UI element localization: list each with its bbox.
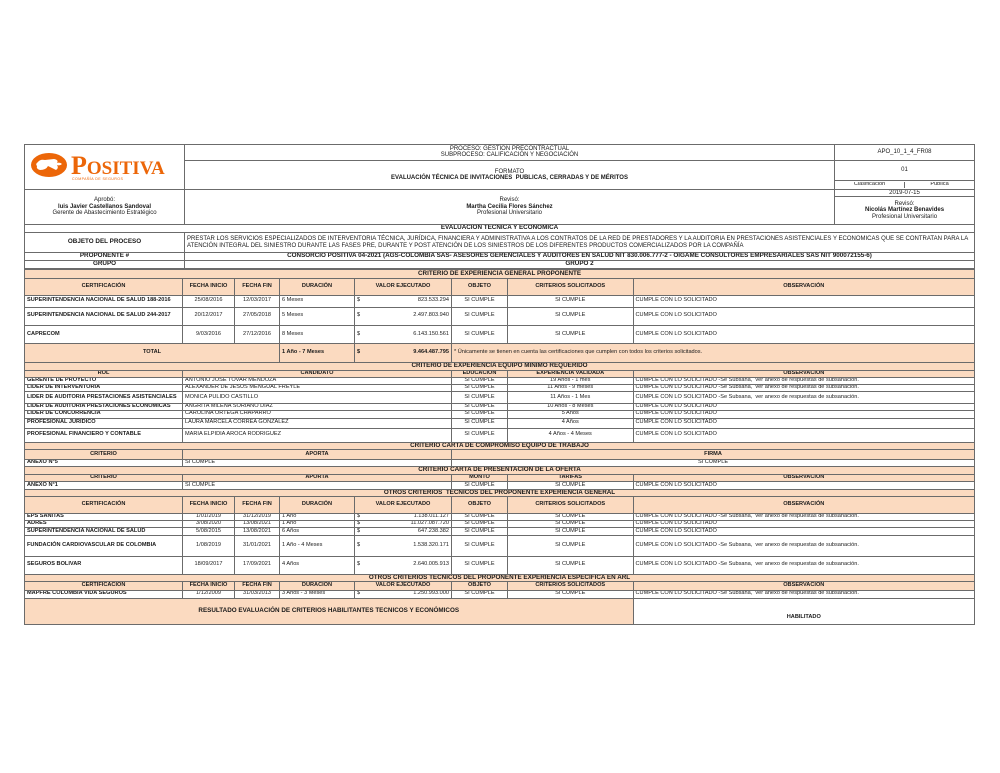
svg-text:POSITIVA: POSITIVA bbox=[71, 151, 165, 180]
svg-text:COMPAÑÍA DE SEGUROS: COMPAÑÍA DE SEGUROS bbox=[72, 176, 123, 181]
